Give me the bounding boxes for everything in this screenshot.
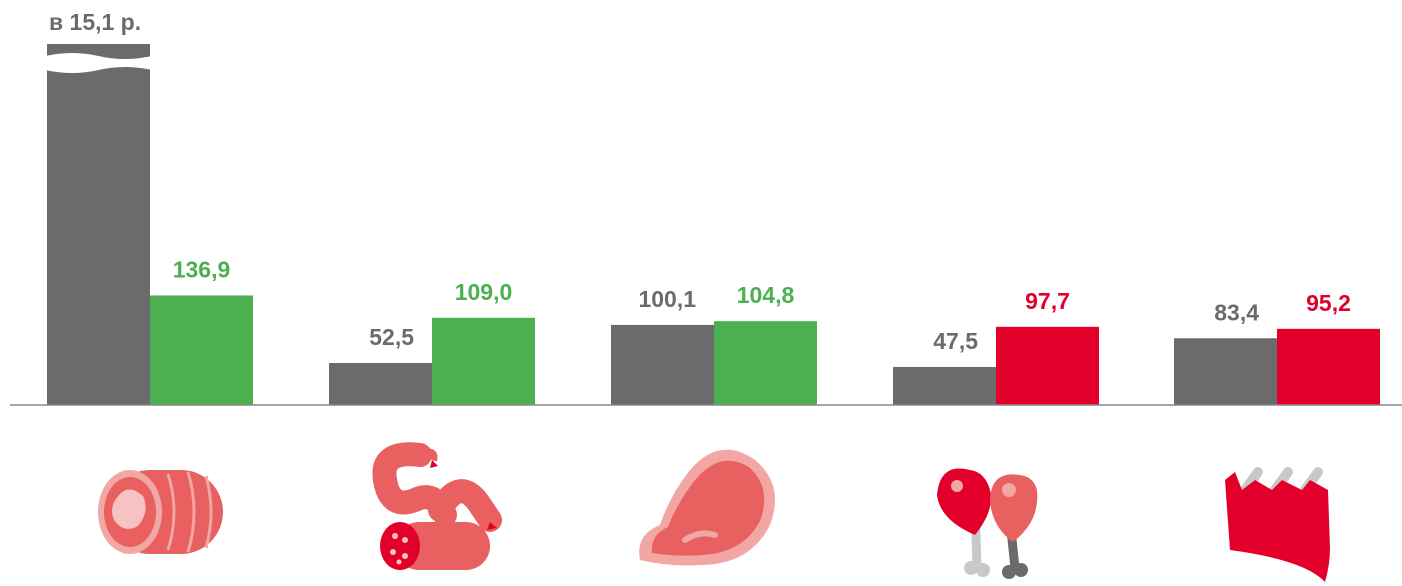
bar-ribs-s1	[1174, 338, 1277, 405]
value-label-meat-s2: 104,8	[737, 282, 795, 308]
axis-break-mark	[45, 53, 152, 73]
chicken-legs-icon	[937, 468, 1038, 579]
bar-ham-s1	[47, 44, 150, 405]
bar-ribs-s2	[1277, 328, 1380, 405]
steak-icon	[639, 449, 775, 566]
bar-poultry-s2	[996, 326, 1099, 405]
value-label-ribs-s2: 95,2	[1306, 290, 1351, 316]
value-label-poultry-s1: 47,5	[933, 328, 978, 354]
bar-poultry-s1	[893, 367, 996, 405]
bar-sausages-s1	[329, 363, 432, 405]
sausages-icon	[372, 442, 502, 570]
bar-ham-s2	[150, 295, 253, 405]
value-label-ham-s1: в 15,1 р.	[49, 9, 141, 35]
ham-roll-icon	[98, 470, 223, 554]
ribs-icon	[1225, 467, 1330, 582]
bar-meat-s2	[714, 321, 817, 405]
value-label-ribs-s1: 83,4	[1214, 299, 1259, 325]
value-label-sausages-s2: 109,0	[455, 279, 513, 305]
value-label-ham-s2: 136,9	[173, 256, 231, 282]
value-label-poultry-s2: 97,7	[1025, 288, 1070, 314]
bar-meat-s1	[611, 324, 714, 405]
value-label-sausages-s1: 52,5	[369, 324, 414, 350]
value-label-meat-s1: 100,1	[638, 286, 696, 312]
bar-sausages-s2	[432, 317, 535, 405]
